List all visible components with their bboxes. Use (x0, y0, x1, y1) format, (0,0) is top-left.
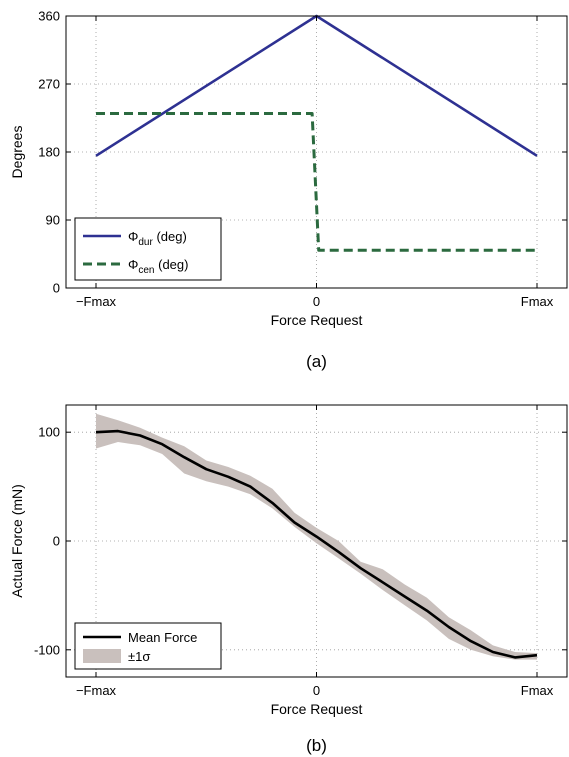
legend-band-swatch (83, 649, 121, 663)
y-tick-label: 360 (38, 9, 60, 24)
chart-a: −Fmax 0 Fmax 0 90 180 270 360 Force Request Degre… (9, 9, 568, 371)
x-tick-label: Fmax (521, 294, 554, 309)
y-tick-label: 90 (46, 213, 60, 228)
legend-entry: Mean Force (128, 630, 197, 645)
figure-caption: (b) (306, 736, 327, 755)
y-axis-label: Actual Force (mN) (9, 484, 25, 598)
x-tick-label: 0 (313, 683, 320, 698)
y-tick-label: 0 (53, 534, 60, 549)
series-line-1 (95, 429, 538, 659)
legend-entry: ±1σ (128, 649, 150, 664)
legend: Mean Force ±1σ (74, 622, 222, 670)
y-tick-label: 0 (53, 281, 60, 296)
legend-entry: Φdur (deg) (128, 229, 187, 248)
legend-box (74, 217, 222, 281)
series-line-2 (96, 112, 537, 252)
x-tick-label: Fmax (521, 683, 554, 698)
x-axis-label: Force Request (271, 312, 363, 328)
y-tick-label: 100 (38, 425, 60, 440)
legend-entry: Φcen (deg) (128, 257, 188, 276)
x-axis-label: Force Request (271, 701, 363, 717)
x-tick-label: −Fmax (76, 294, 117, 309)
y-axis-label: Degrees (9, 126, 25, 179)
y-tick-label: -100 (34, 642, 60, 657)
x-tick-label: 0 (313, 294, 320, 309)
x-tick-label: −Fmax (76, 683, 117, 698)
chart-b: −Fmax 0 Fmax -100 0 100 Force Request Actual Fo… (9, 404, 568, 755)
y-tick-label: 180 (38, 145, 60, 160)
y-tick-label: 270 (38, 77, 60, 92)
legend: Φdur (deg) Φcen (deg) (74, 217, 222, 281)
figure-caption: (a) (306, 352, 327, 371)
